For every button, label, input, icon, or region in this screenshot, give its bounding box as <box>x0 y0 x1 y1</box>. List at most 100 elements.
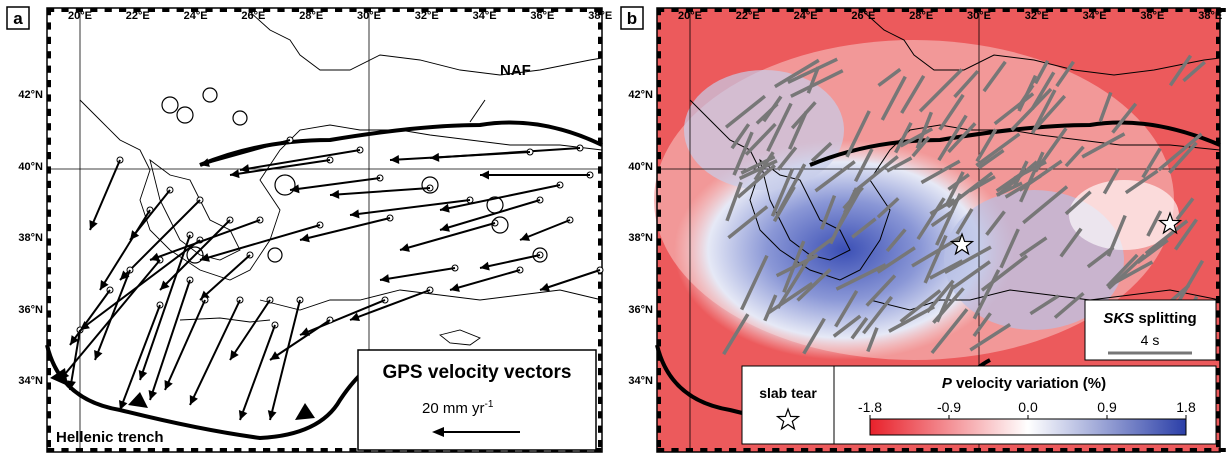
sks-bar <box>923 234 948 284</box>
border-segment <box>47 252 51 260</box>
slab-tear-legend-label: slab tear <box>759 385 817 401</box>
longitude-tick-label: 30°E <box>357 10 381 22</box>
border-segment <box>1002 448 1010 452</box>
sks-bar <box>876 246 916 274</box>
border-segment <box>757 8 765 12</box>
border-segment <box>1189 8 1197 12</box>
gps-vector <box>89 159 121 231</box>
sks-bar <box>755 102 779 125</box>
border-segment <box>757 448 765 452</box>
border-segment <box>47 238 51 246</box>
sks-bar <box>938 93 965 131</box>
sks-bar <box>880 75 907 121</box>
border-segment <box>714 448 722 452</box>
border-segment <box>598 339 602 347</box>
longitude-tick-label: 34°E <box>473 10 497 22</box>
gps-vector-head <box>380 274 390 284</box>
longitude-labels: 20°E 22°E 24°E 26°E 28°E 30°E 32°E 34°E 36°E 38°E <box>68 10 612 22</box>
sks-bar <box>1081 132 1126 159</box>
sks-bar <box>951 260 991 290</box>
latitude-tick-label: 42°N <box>628 89 653 101</box>
border-segment <box>47 411 51 419</box>
gps-vectors <box>59 87 604 421</box>
border-segment <box>47 137 51 145</box>
border-segment <box>988 448 996 452</box>
border-segment <box>959 8 967 12</box>
border-segment <box>1216 123 1220 131</box>
border-segment <box>657 94 661 102</box>
gps-vector <box>119 199 201 281</box>
gps-vector <box>199 224 321 261</box>
sks-bar <box>790 69 844 98</box>
border-segment <box>47 296 51 304</box>
border-segment <box>1161 448 1169 452</box>
border-segment <box>901 8 909 12</box>
sks-bar <box>899 289 942 324</box>
border-segment <box>657 411 661 419</box>
gps-vector <box>139 234 191 381</box>
border-segment <box>598 396 602 404</box>
gps-error-ellipse <box>161 96 179 114</box>
border-segment <box>234 8 242 12</box>
border-segment <box>858 8 866 12</box>
sks-bar <box>814 160 856 193</box>
sks-bar <box>724 94 766 129</box>
gps-vector <box>239 324 276 421</box>
border-segment <box>133 8 141 12</box>
sks-bar <box>845 110 871 158</box>
border-segment <box>47 180 51 188</box>
border-segment <box>657 8 661 16</box>
sks-bar <box>930 308 969 355</box>
border-segment <box>1218 8 1226 12</box>
border-segment <box>47 94 51 102</box>
border-segment <box>657 123 661 131</box>
sks-bar <box>1019 236 1048 258</box>
sks-bar <box>732 131 754 176</box>
naf-label: NAF <box>500 62 531 79</box>
border-segment <box>1216 411 1220 419</box>
gps-vector <box>479 254 541 269</box>
sks-bar <box>972 312 992 338</box>
sks-bar <box>1064 190 1092 216</box>
border-segment <box>1216 252 1220 260</box>
border-segment <box>598 224 602 232</box>
border-segment <box>729 448 737 452</box>
border-segment <box>579 8 587 12</box>
gps-vector-head <box>138 370 148 380</box>
sks-bar <box>850 317 869 340</box>
panel-a: NAF Hellenic trench GPS velocity vectors… <box>6 6 612 453</box>
latitude-labels: 42°N 40°N 38°N 36°N 34°N <box>628 89 653 387</box>
border-segment <box>858 448 866 452</box>
border-segment <box>205 448 213 452</box>
sks-bar <box>935 284 956 323</box>
naf-label-pointer <box>469 99 486 123</box>
latitude-tick-label: 34°N <box>18 375 43 387</box>
gps-vector <box>164 299 206 391</box>
border-segment <box>598 36 602 44</box>
border-segment <box>598 137 602 145</box>
border-segment <box>598 238 602 246</box>
sks-bar <box>1107 253 1146 290</box>
longitude-tick-label: 38°E <box>1198 10 1222 22</box>
border-segment <box>657 65 661 73</box>
sks-bar <box>982 60 1007 93</box>
border-segment <box>349 448 357 452</box>
border-segment <box>657 137 661 145</box>
border-segment <box>657 80 661 88</box>
border-segment <box>162 8 170 12</box>
longitude-tick-label: 22°E <box>126 10 150 22</box>
sks-legend-scale: 4 s <box>1141 332 1160 348</box>
border-segment <box>551 8 559 12</box>
gps-error-ellipse <box>532 247 548 263</box>
sks-bar <box>763 294 778 322</box>
border-segment <box>873 448 881 452</box>
sks-bar <box>862 295 894 335</box>
gps-vector <box>119 304 161 411</box>
border-segment <box>973 8 981 12</box>
sks-bar <box>1182 60 1206 83</box>
gps-vector <box>299 217 391 241</box>
longitude-tick-label: 24°E <box>794 10 818 22</box>
gps-vector <box>94 269 131 361</box>
sks-bar <box>930 209 954 228</box>
sks-bar <box>738 159 778 181</box>
